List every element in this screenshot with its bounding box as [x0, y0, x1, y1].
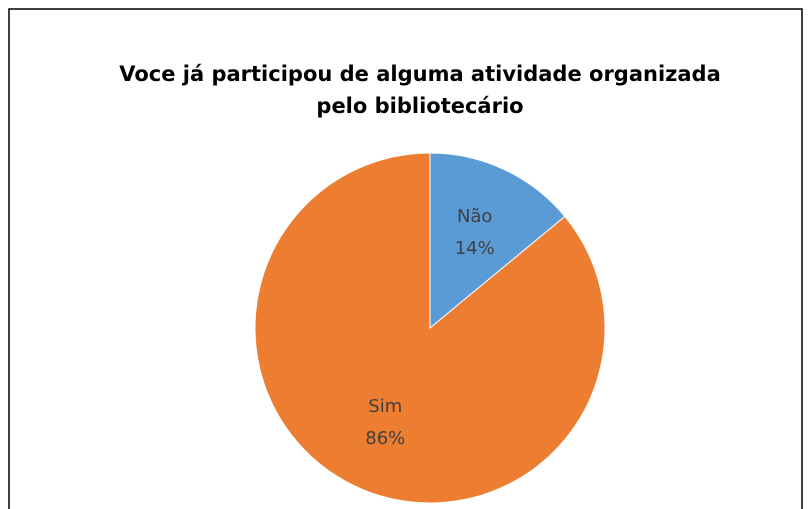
slice-label: Sim [368, 396, 402, 417]
slice-label: Não [457, 206, 493, 227]
chart-title: pelo bibliotecário [316, 94, 523, 118]
pie-slice [429, 152, 566, 330]
slice-value-label: 14% [455, 238, 495, 259]
chart-title: Voce já participou de alguma atividade o… [119, 62, 721, 86]
slice-value-label: 86% [365, 428, 405, 449]
pie-slice [254, 152, 606, 504]
